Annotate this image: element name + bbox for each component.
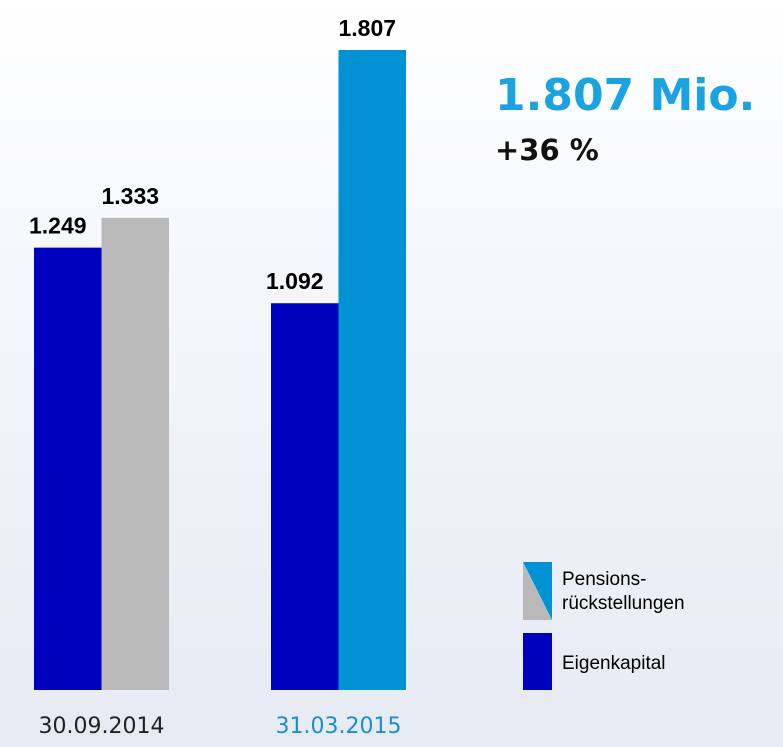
legend-swatch xyxy=(523,633,552,690)
bar xyxy=(34,247,102,690)
x-tick-label: 30.09.2014 xyxy=(39,714,165,739)
annotation: +36 % xyxy=(495,133,599,167)
value-label: 1.092 xyxy=(266,268,324,294)
bar xyxy=(101,217,169,690)
value-label: 1.333 xyxy=(101,183,159,209)
legend-label: Pensions-rückstellungen xyxy=(562,569,685,614)
value-label: 1.807 xyxy=(338,15,396,41)
legend-swatch xyxy=(523,562,552,620)
x-tick-label: 31.03.2015 xyxy=(276,714,402,739)
bar xyxy=(271,303,339,690)
annotation: 1.807 Mio. xyxy=(495,70,755,121)
legend-label: Eigenkapital xyxy=(562,653,666,674)
value-label: 1.249 xyxy=(29,213,87,239)
bar xyxy=(338,50,406,690)
